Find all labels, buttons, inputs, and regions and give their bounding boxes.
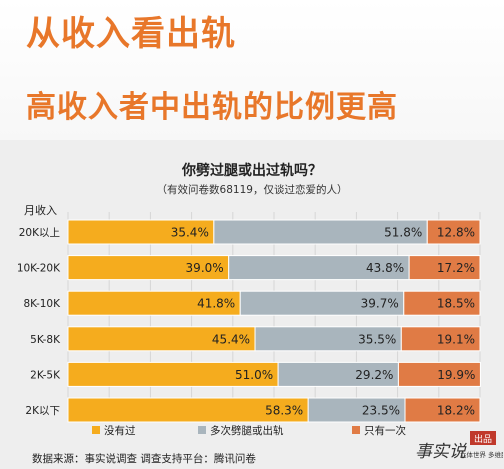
- data-label: 19.1%: [437, 332, 475, 346]
- data-label: 35.5%: [358, 332, 396, 346]
- data-label: 23.5%: [362, 404, 400, 418]
- stamp-mark: 事实说: [415, 442, 467, 462]
- legend-label: 只有一次: [364, 424, 406, 437]
- bar-segment: [254, 326, 402, 352]
- headline-area: 从收入看出轨 高收入者中出轨的比例更高: [0, 0, 504, 140]
- chart-title: 你劈过腿或出过轨吗？: [182, 163, 322, 179]
- data-label: 29.2%: [355, 368, 393, 382]
- stamp-slogan: 立体世界 多维民意: [460, 450, 503, 459]
- category-label: 5K-8K: [30, 334, 61, 346]
- category-label: 8K-10K: [24, 298, 62, 310]
- chart-subtitle: （有效问卷数68119，仅谈过恋爱的人）: [156, 184, 348, 196]
- data-label: 51.0%: [235, 368, 273, 382]
- legend-swatch: [198, 426, 206, 434]
- data-label: 45.4%: [212, 332, 250, 346]
- source-note: 数据来源：事实说调查 调查支持平台：腾讯问卷: [32, 453, 256, 465]
- category-label: 2K-5K: [30, 369, 61, 381]
- bar-segment: [408, 255, 481, 281]
- data-label: 19.9%: [437, 368, 475, 382]
- data-label: 58.3%: [265, 404, 303, 418]
- bar-segment: [403, 290, 481, 316]
- bar-segment: [67, 219, 215, 245]
- bar-segment: [228, 255, 410, 281]
- page-title: 从收入看出轨: [26, 14, 236, 54]
- data-label: 18.5%: [437, 297, 475, 311]
- legend-swatch: [352, 426, 360, 434]
- page-subtitle: 高收入者中出轨的比例更高: [26, 90, 398, 125]
- legend-swatch: [92, 426, 100, 434]
- data-label: 18.2%: [437, 404, 475, 418]
- bar-segment: [277, 361, 399, 387]
- stamp-badge: 出品: [474, 433, 492, 445]
- bar-segment: [404, 397, 481, 423]
- bar-segment: [67, 361, 279, 387]
- bar-segment: [426, 219, 481, 245]
- data-label: 35.4%: [171, 226, 209, 240]
- category-label: 20K以上: [19, 227, 60, 239]
- bar-segment: [213, 219, 428, 245]
- data-label: 41.8%: [197, 297, 235, 311]
- bar-segment: [397, 361, 481, 387]
- bar-segment: [67, 290, 241, 316]
- bar-segment: [67, 255, 230, 281]
- bar-segment: [307, 397, 406, 423]
- category-label: 10K-20K: [17, 263, 61, 275]
- data-label: 17.2%: [437, 261, 475, 275]
- legend-label: 没有过: [104, 424, 136, 437]
- category-label: 2K以下: [25, 405, 60, 417]
- data-label: 51.8%: [384, 226, 422, 240]
- data-label: 12.8%: [437, 226, 475, 240]
- y-axis-label: 月收入: [24, 203, 57, 217]
- data-label: 39.0%: [186, 261, 224, 275]
- legend-label: 多次劈腿或出轨: [210, 424, 284, 437]
- data-label: 43.8%: [366, 261, 404, 275]
- brand-stamp-logo: 事实说 出品 立体世界 多维民意: [415, 431, 503, 462]
- data-label: 39.7%: [361, 297, 399, 311]
- bar-segment: [400, 326, 481, 352]
